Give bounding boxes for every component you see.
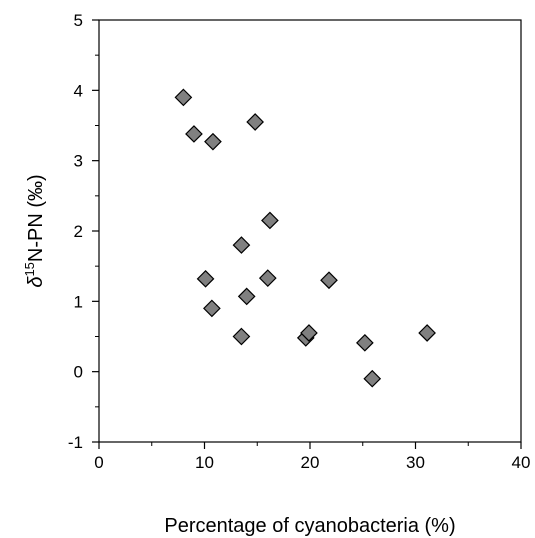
x-axis-label: Percentage of cyanobacteria (%) [164,515,455,537]
y-tick-label: -1 [68,433,83,452]
data-point-marker [300,324,318,342]
y-axis-label-text: N-PN (‰) [25,174,47,262]
plot-frame [98,19,522,443]
data-point-marker [258,269,277,287]
y-tick-label: 4 [74,81,83,100]
x-tick-label: 30 [406,453,425,472]
data-point-marker [185,125,203,143]
data-markers [174,88,436,388]
data-point-marker [237,287,256,306]
data-point-marker [363,369,382,388]
x-tick-label: 40 [512,453,531,472]
data-point-marker [203,299,221,318]
data-point-marker [320,271,338,290]
data-point-marker [196,269,215,288]
y-tick-label: 3 [74,152,83,171]
data-point-marker [232,327,251,346]
y-tick-label: 1 [74,292,83,311]
y-tick-label: 0 [74,363,83,382]
y-axis-ticks: -1 0 1 2 3 4 5 [68,11,99,452]
y-tick-label: 2 [74,222,83,241]
y-axis-label: δ15N-PN (‰) [22,174,47,287]
data-point-marker [232,236,251,254]
data-point-marker [246,113,264,131]
data-point-marker [356,333,374,352]
x-tick-label: 10 [195,453,214,472]
data-point-marker [174,88,193,107]
x-tick-label: 20 [301,453,320,472]
x-tick-label: 0 [94,453,103,472]
y-axis-label-superscript: 15 [22,262,37,276]
y-tick-label: 5 [74,11,83,30]
data-point-marker [418,324,436,342]
data-point-marker [261,211,279,230]
x-axis-ticks: 0 10 20 30 40 [94,442,530,472]
data-point-marker [204,132,222,151]
y-axis-label-symbol: δ [25,276,47,288]
